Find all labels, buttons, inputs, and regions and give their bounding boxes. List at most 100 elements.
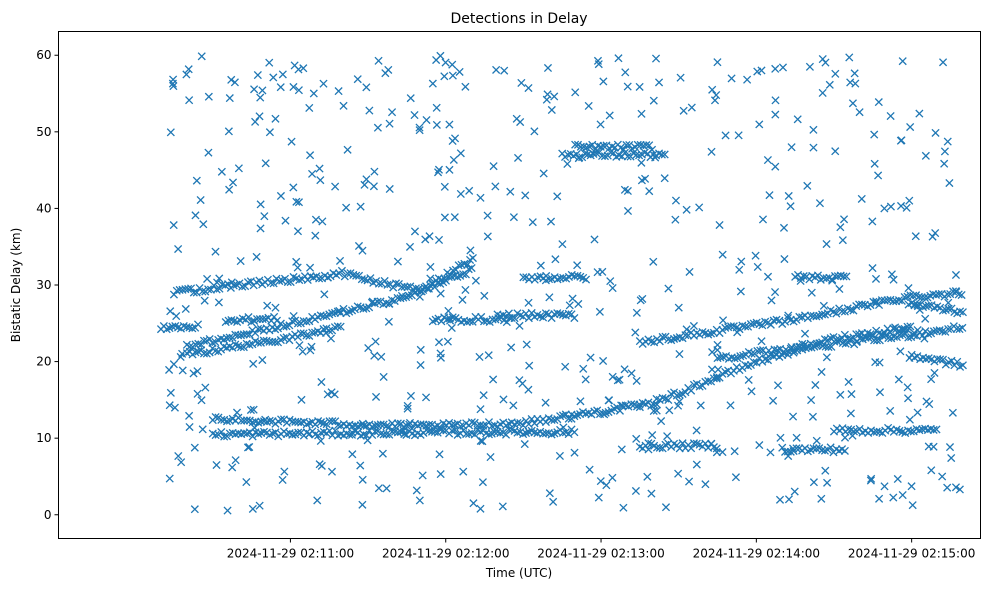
detection-point — [687, 386, 696, 395]
detection-point — [871, 274, 881, 283]
detection-point — [617, 401, 626, 410]
detection-point — [256, 93, 265, 102]
detection-point — [570, 448, 579, 457]
detection-point — [780, 254, 789, 264]
detection-point — [251, 117, 260, 126]
detection-point — [553, 192, 562, 201]
detection-point — [909, 331, 919, 340]
detection-point — [189, 288, 198, 297]
y-tick-label: 30 — [36, 278, 51, 292]
detection-point — [250, 85, 259, 94]
detection-point — [450, 213, 459, 222]
detection-point — [294, 428, 303, 437]
detection-point — [743, 75, 752, 84]
detection-point — [823, 478, 832, 487]
detection-point — [818, 88, 827, 98]
detection-point — [174, 244, 183, 254]
detection-point — [466, 246, 475, 255]
detection-point — [930, 368, 939, 377]
detection-point — [811, 380, 820, 390]
detection-point — [368, 422, 377, 431]
detection-point — [293, 227, 303, 236]
detection-point — [543, 90, 552, 99]
detection-point — [623, 206, 633, 216]
detection-point — [642, 141, 651, 150]
detection-point — [536, 261, 545, 270]
detection-point — [432, 103, 441, 112]
detection-point — [516, 117, 525, 127]
detection-point — [447, 323, 456, 333]
detection-point — [906, 122, 915, 132]
detection-point — [260, 212, 269, 221]
detection-point — [749, 357, 758, 367]
y-tick-label: 0 — [44, 508, 52, 522]
detection-point — [318, 217, 327, 226]
detection-point — [475, 352, 484, 361]
detection-point — [840, 446, 849, 455]
detection-point — [796, 276, 805, 286]
detection-point — [841, 339, 850, 348]
detection-point — [706, 329, 716, 338]
detection-point — [244, 313, 253, 322]
detection-point — [692, 426, 701, 435]
detection-point — [605, 111, 614, 120]
detection-point — [676, 73, 685, 82]
detection-point — [403, 283, 412, 292]
detection-point — [358, 500, 367, 509]
detection-point — [177, 458, 186, 467]
detection-point — [840, 330, 849, 339]
detection-point — [201, 383, 210, 392]
detection-point — [249, 359, 258, 368]
detection-point — [467, 263, 476, 273]
detection-point — [771, 64, 780, 73]
detection-point — [254, 324, 263, 333]
detection-point — [323, 390, 332, 399]
detection-point — [897, 296, 906, 305]
detection-point — [455, 67, 464, 76]
detection-point — [358, 475, 367, 484]
detection-point — [335, 256, 345, 265]
detection-point — [681, 388, 690, 397]
detection-point — [185, 96, 194, 105]
detection-point — [718, 250, 727, 259]
detection-point — [627, 369, 636, 378]
detection-point — [715, 220, 724, 230]
detection-point — [784, 495, 794, 504]
detection-point — [826, 443, 835, 452]
detection-point — [596, 120, 605, 129]
detection-point — [236, 342, 246, 352]
detection-point — [193, 320, 203, 329]
detection-point — [778, 63, 788, 72]
detection-point — [331, 417, 340, 426]
detection-point — [306, 346, 315, 355]
detection-point — [674, 303, 683, 312]
detection-point — [377, 352, 386, 361]
detection-point — [366, 274, 375, 283]
detection-point — [254, 338, 263, 347]
detection-point — [515, 321, 524, 330]
detection-point — [787, 343, 796, 352]
detection-point — [379, 372, 388, 381]
detection-point — [788, 412, 798, 421]
detection-point — [193, 367, 202, 376]
detection-point — [878, 331, 887, 340]
detection-point — [608, 284, 617, 293]
detection-point — [631, 486, 640, 496]
detection-point — [295, 275, 304, 285]
detection-point — [276, 83, 285, 92]
detection-point — [850, 69, 859, 78]
detection-point — [198, 425, 207, 434]
detection-point — [513, 153, 523, 162]
detection-point — [778, 443, 787, 452]
detection-point — [527, 308, 536, 318]
detection-point — [593, 268, 602, 277]
detection-point — [712, 91, 721, 100]
detection-point — [242, 330, 251, 339]
detection-point — [747, 387, 756, 396]
detection-point — [617, 445, 626, 454]
detection-point — [871, 358, 880, 367]
detection-point — [353, 75, 362, 84]
detection-point — [197, 52, 206, 61]
detection-point — [228, 178, 238, 187]
detection-point — [505, 313, 514, 322]
